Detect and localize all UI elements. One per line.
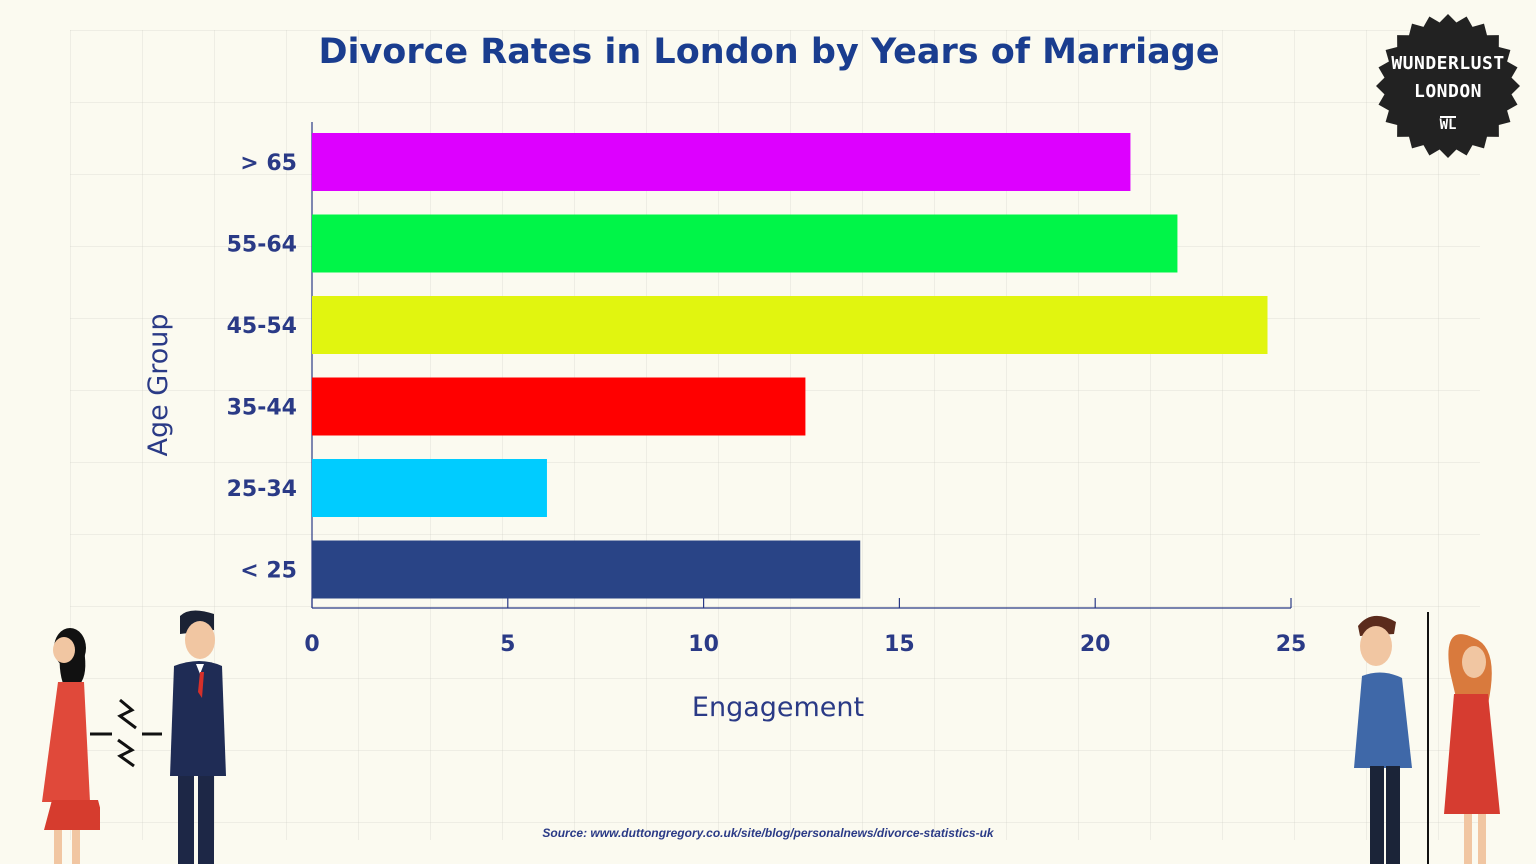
badge-seal-icon	[1376, 14, 1520, 158]
bar	[312, 296, 1268, 354]
y-tick-label: 45-54	[227, 314, 297, 339]
woman-sad-figure	[1427, 612, 1500, 864]
bar	[312, 540, 861, 599]
x-tick-label: 10	[688, 632, 719, 657]
man-sad-figure	[1354, 615, 1412, 864]
lightning-icon	[90, 698, 162, 768]
y-tick-label: 35-44	[227, 396, 297, 421]
man-suit-figure	[170, 610, 226, 864]
bar	[312, 459, 547, 517]
y-tick-label: 25-34	[227, 477, 297, 502]
x-tick-label: 5	[500, 632, 515, 657]
chart-title: Divorce Rates in London by Years of Marr…	[318, 32, 1220, 72]
y-axis-label: Age Group	[143, 313, 174, 456]
bar	[312, 214, 1178, 273]
x-tick-label: 25	[1276, 632, 1307, 657]
badge-mark: WL	[1439, 117, 1457, 133]
x-tick-label: 15	[884, 632, 915, 657]
bar	[312, 133, 1131, 191]
y-tick-label: 55-64	[227, 233, 297, 258]
badge-divider	[1440, 116, 1456, 118]
y-tick-label: > 65	[240, 151, 297, 176]
source-note: Source: www.duttongregory.co.uk/site/blo…	[542, 826, 994, 840]
x-axis-label: Engagement	[692, 692, 864, 723]
woman-left-figure	[42, 628, 100, 864]
x-tick-label: 0	[304, 632, 319, 657]
badge-line2: LONDON	[1413, 81, 1483, 102]
badge-line1: WUNDERLUST	[1391, 53, 1505, 74]
bar	[312, 377, 806, 436]
x-tick-label: 20	[1080, 632, 1111, 657]
y-tick-label: < 25	[240, 559, 297, 584]
badge-text: WUNDERLUST LONDON	[1376, 50, 1520, 106]
